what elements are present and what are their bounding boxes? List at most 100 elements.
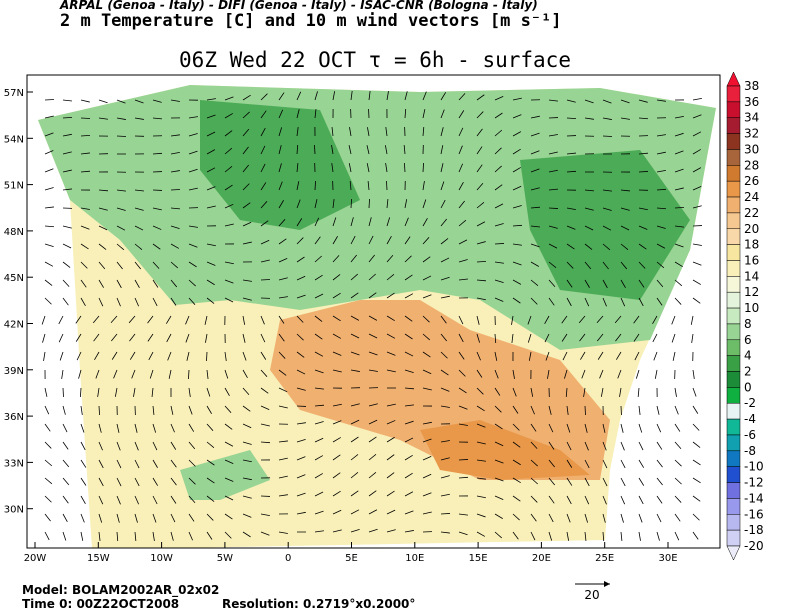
wind-arrow (314, 293, 324, 299)
wind-arrow (548, 495, 555, 504)
wind-arrow (296, 511, 306, 515)
wind-arrow (206, 149, 216, 155)
wind-arrow (368, 351, 378, 356)
wind-arrow (476, 164, 483, 173)
wind-arrow (494, 387, 501, 396)
wind-arrow (368, 235, 374, 245)
wind-arrow (350, 315, 360, 321)
wind-arrow (476, 111, 484, 119)
wind-arrow (368, 436, 377, 443)
wind-arrow (386, 292, 395, 299)
wind-arrow (314, 437, 324, 443)
wind-arrow (62, 441, 69, 450)
colorbar-box (726, 323, 741, 341)
wind-arrow (224, 351, 227, 361)
wind-arrow (584, 207, 594, 211)
wind-arrow (548, 169, 558, 173)
wind-arrow (368, 91, 371, 101)
colorbar-label: 28 (744, 158, 759, 172)
wind-arrow (44, 459, 53, 467)
wind-arrow (296, 369, 306, 375)
wind-arrow (440, 457, 450, 461)
wind-arrow (530, 513, 537, 522)
wind-arrow (674, 405, 679, 415)
zone-warm (270, 300, 610, 480)
lon-label: 10W (150, 553, 173, 564)
wind-arrow (548, 134, 558, 137)
wind-arrow (314, 369, 324, 374)
wind-arrow (116, 99, 126, 104)
wind-arrow (637, 387, 640, 397)
colorbar-label: 8 (744, 317, 752, 331)
wind-arrow (368, 454, 377, 461)
wind-arrow (278, 257, 288, 263)
wind-arrow (422, 256, 431, 263)
zone-hot (420, 420, 590, 480)
colorbar-box (726, 180, 741, 198)
wind-arrow (296, 456, 306, 461)
lat-label: 36N (4, 412, 24, 423)
scale-label: 20 (584, 588, 599, 602)
wind-arrow (314, 180, 316, 191)
wind-arrow (638, 117, 649, 120)
wind-arrow (404, 530, 414, 533)
wind-arrow (692, 531, 699, 540)
wind-arrow (638, 513, 643, 523)
colorbar-label: 24 (744, 190, 759, 204)
wind-arrow (692, 423, 700, 431)
wind-arrow (548, 297, 555, 306)
wind-arrow (458, 513, 468, 516)
wind-arrow (530, 423, 537, 432)
wind-arrow (656, 243, 666, 249)
colorbar-box (726, 434, 741, 452)
wind-arrow (98, 441, 103, 451)
colorbar-label: 12 (744, 285, 759, 299)
colorbar-box (726, 355, 741, 372)
wind-arrow (116, 261, 123, 270)
wind-arrow (314, 255, 322, 263)
wind-arrow (404, 108, 407, 119)
wind-arrow (544, 333, 550, 343)
wind-arrow (147, 315, 154, 324)
wind-arrow (80, 513, 85, 523)
wind-arrow (633, 315, 640, 324)
wind-arrow (512, 297, 521, 304)
wind-arrow (314, 144, 316, 155)
wind-arrow (674, 513, 681, 522)
wind-arrow (260, 145, 266, 155)
wind-arrow (671, 315, 676, 325)
wind-arrow (596, 315, 604, 323)
wind-arrow (296, 315, 304, 323)
wind-arrow (170, 151, 180, 155)
wind-vectors (41, 91, 703, 542)
wind-arrow (548, 405, 552, 415)
wind-arrow (635, 369, 640, 379)
wind-arrow (366, 163, 370, 173)
wind-arrow (350, 351, 360, 356)
wind-arrow (296, 163, 299, 173)
wind-arrow (170, 189, 181, 191)
wind-arrow (134, 495, 139, 505)
wind-arrow (296, 91, 302, 101)
lon-label: 10E (405, 553, 424, 564)
wind-arrow (224, 423, 233, 430)
wind-arrow (242, 351, 247, 361)
colorbar-label: -20 (744, 539, 764, 553)
wind-arrow (242, 202, 251, 209)
wind-arrow (512, 243, 522, 246)
wind-arrow (296, 387, 306, 391)
wind-arrow (404, 315, 413, 322)
wind-arrow (620, 279, 626, 288)
wind-arrow (314, 421, 324, 425)
wind-arrow (350, 292, 359, 299)
wind-arrow (62, 423, 68, 433)
wind-arrow (458, 145, 463, 155)
wind-arrow (512, 185, 522, 191)
wind-arrow (44, 513, 51, 522)
wind-arrow (674, 459, 682, 467)
wind-arrow (350, 235, 356, 245)
wind-arrow (260, 405, 270, 411)
wind-arrow (584, 477, 590, 487)
wind-arrow (278, 351, 286, 359)
wind-arrow (332, 292, 341, 299)
